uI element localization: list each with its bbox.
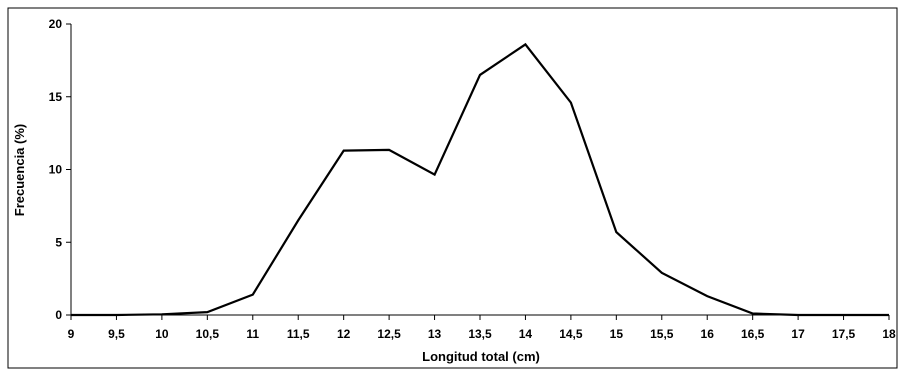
x-tick-label: 9,5 bbox=[108, 327, 125, 341]
x-tick-label: 10 bbox=[155, 327, 169, 341]
x-tick-label: 15,5 bbox=[650, 327, 674, 341]
series-line bbox=[71, 44, 889, 315]
x-tick-label: 15 bbox=[610, 327, 624, 341]
x-tick-label: 17 bbox=[791, 327, 805, 341]
x-tick-label: 12 bbox=[337, 327, 351, 341]
y-axis-label: Frecuencia (%) bbox=[12, 124, 27, 216]
x-tick-label: 18 bbox=[882, 327, 896, 341]
x-tick-label: 14,5 bbox=[559, 327, 583, 341]
series-group bbox=[71, 44, 889, 315]
x-tick-label: 12,5 bbox=[377, 327, 401, 341]
y-tick-labels: 0 5 10 15 20 bbox=[49, 17, 63, 322]
y-tick-label: 5 bbox=[55, 235, 62, 249]
x-tick-label: 11 bbox=[246, 327, 259, 341]
x-tick-label: 16 bbox=[701, 327, 715, 341]
y-tick-label: 15 bbox=[49, 90, 63, 104]
y-tick-label: 0 bbox=[55, 308, 62, 322]
axes bbox=[66, 24, 889, 320]
y-tick-label: 10 bbox=[49, 163, 63, 177]
x-tick-labels: 9 9,5 10 10,5 11 11,5 12 12,5 13 13,5 14 14,5 15 15,5… bbox=[68, 327, 896, 341]
x-tick-label: 16,5 bbox=[741, 327, 765, 341]
x-axis-label: Longitud total (cm) bbox=[422, 349, 540, 364]
x-tick-label: 17,5 bbox=[832, 327, 856, 341]
x-tick-label: 14 bbox=[519, 327, 533, 341]
x-tick-label: 13 bbox=[428, 327, 442, 341]
x-tick-label: 10,5 bbox=[196, 327, 220, 341]
x-tick-label: 9 bbox=[68, 327, 75, 341]
x-tick-label: 13,5 bbox=[468, 327, 492, 341]
x-tick-label: 11,5 bbox=[287, 327, 310, 341]
y-tick-label: 20 bbox=[49, 17, 63, 31]
